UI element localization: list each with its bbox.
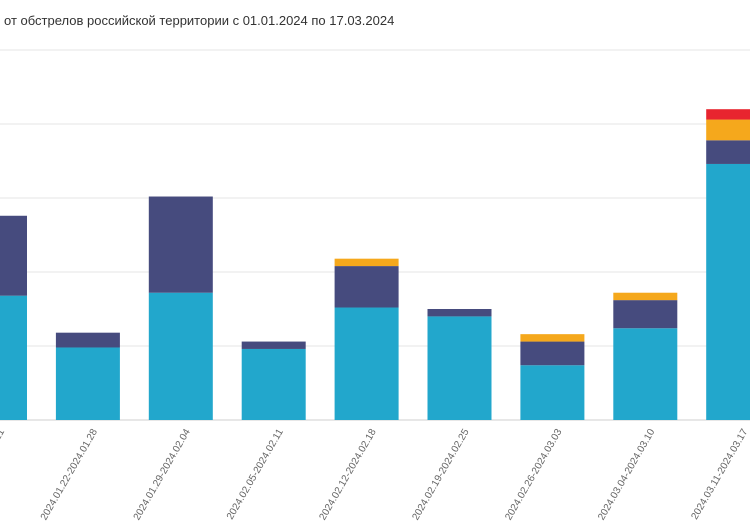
- x-tick-label: 2024.01.15-2024.01.21: [0, 427, 7, 522]
- bar-segments: [0, 109, 750, 420]
- bar-segment-series-1-1[interactable]: [55, 347, 120, 420]
- bar-segment-series-1-3[interactable]: [241, 348, 306, 420]
- bar-segment-series-1-7[interactable]: [613, 328, 678, 420]
- x-tick-label: 2024.03.04-2024.03.10: [596, 427, 657, 522]
- bar-segment-series-3-8[interactable]: [706, 119, 750, 141]
- bar-segment-series-2-1[interactable]: [55, 332, 120, 348]
- x-tick-labels: 2024.01.15-2024.01.21 2024.01.22-2024.01.…: [0, 427, 750, 522]
- bar-segment-series-1-2[interactable]: [148, 292, 213, 420]
- bar-segment-series-2-5[interactable]: [427, 309, 492, 317]
- bar-segment-series-2-3[interactable]: [241, 341, 306, 349]
- x-tick-label: 2024.01.29-2024.02.04: [132, 427, 193, 522]
- bar-segment-series-2-8[interactable]: [706, 140, 750, 164]
- bar-segment-series-3-6[interactable]: [520, 334, 585, 342]
- bar-segment-series-1-8[interactable]: [706, 163, 750, 420]
- x-tick-label: 2024.02.19-2024.02.25: [410, 427, 471, 522]
- bar-segment-series-2-0[interactable]: [0, 215, 27, 296]
- bar-segment-series-3-4[interactable]: [334, 258, 399, 267]
- x-tick-label: 2024.02.26-2024.03.03: [503, 427, 564, 522]
- bar-segment-series-1-4[interactable]: [334, 307, 399, 420]
- bar-segment-series-2-4[interactable]: [334, 266, 399, 308]
- bar-segment-series-2-6[interactable]: [520, 341, 585, 366]
- bar-segment-series-1-6[interactable]: [520, 365, 585, 420]
- x-tick-label: 2024.01.22-2024.01.28: [39, 427, 100, 522]
- x-tick-label: 2024.03.11-2024.03.17: [689, 427, 750, 522]
- bar-segment-series-2-7[interactable]: [613, 300, 678, 329]
- bar-segment-series-4-8[interactable]: [706, 109, 750, 120]
- chart-title: от обстрелов российской территории с 01.…: [4, 13, 395, 28]
- x-tick-label: 2024.02.05-2024.02.11: [225, 427, 286, 522]
- bar-segment-series-3-7[interactable]: [613, 292, 678, 301]
- bar-segment-series-1-5[interactable]: [427, 316, 492, 420]
- bar-segment-series-2-2[interactable]: [148, 196, 213, 293]
- x-tick-label: 2024.02.12-2024.02.18: [318, 427, 379, 522]
- bar-segment-series-1-0[interactable]: [0, 295, 27, 420]
